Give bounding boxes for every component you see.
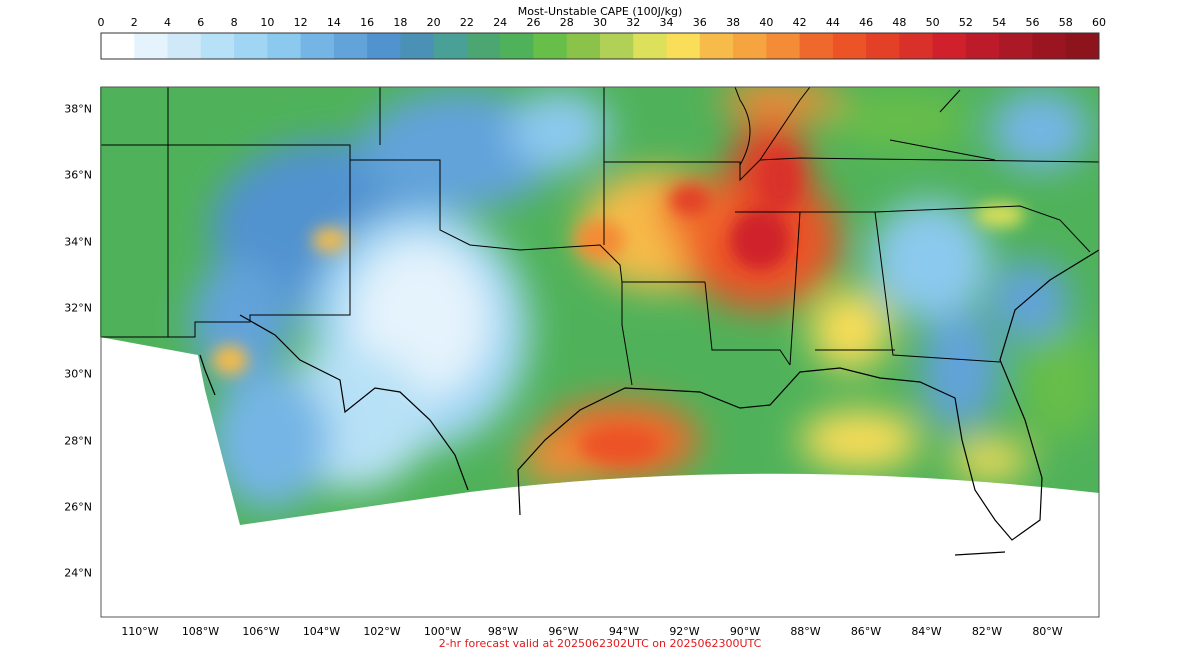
longitude-label: 88°W [790,625,821,638]
colorbar-tick-label: 46 [859,16,874,29]
colorbar-tick-label: 50 [925,16,940,29]
latitude-label: 28°N [64,434,92,447]
longitude-label: 110°W [121,625,159,638]
colorbar-bin [633,33,668,59]
colorbar-bin [1065,33,1100,59]
colorbar-bin [400,33,435,59]
colorbar-tick-label: 0 [97,16,105,29]
colorbar-bin [267,33,302,59]
latitude-label: 30°N [64,367,92,381]
colorbar-bin [932,33,967,59]
colorbar-tick-label: 8 [230,16,238,29]
colorbar-tick-label: 38 [726,16,741,29]
colorbar-bin [799,33,834,59]
longitude-label: 96°W [548,625,579,638]
colorbar-bin [1032,33,1067,59]
latitude-label: 36°N [64,168,92,182]
colorbar-bin [234,33,268,59]
colorbar-tick-label: 2 [130,16,138,29]
longitude-label: 98°W [487,625,519,638]
colorbar-tick-label: 12 [293,16,308,29]
colorbar-tick-label: 52 [958,16,973,29]
colorbar-bin [167,33,202,59]
latitude-label: 34°N [64,235,92,249]
cape-field [100,87,1099,525]
longitude-label: 84°W [911,625,942,638]
colorbar-tick-label: 20 [426,16,441,29]
colorbar-bin [899,33,934,59]
longitude-label: 100°W [423,625,462,638]
colorbar-tick-label: 10 [260,16,275,29]
longitude-label: 92°W [669,625,700,638]
state-boundaries [101,86,1100,386]
colorbar-bin [466,33,501,59]
colorbar-tick-label: 16 [360,16,375,29]
colorbar-tick-label: 26 [526,16,541,29]
colorbar-bin [333,33,368,59]
coastline [199,249,1100,556]
colorbar-tick-label: 56 [1025,16,1040,29]
colorbar-tick-label: 22 [459,16,474,29]
colorbar-bin [101,33,135,59]
latitude-label: 38°N [64,102,92,116]
longitude-label: 102°W [363,625,401,638]
latitude-label: 24°N [64,566,92,580]
longitude-label: 82°W [971,625,1003,638]
colorbar-tick-label: 44 [825,16,840,29]
colorbar-bin [367,33,401,59]
colorbar-tick-label: 58 [1058,16,1073,29]
colorbar-bin [300,33,335,59]
colorbar-frame [100,32,1100,60]
colorbar-bin [600,33,634,59]
colorbar-bin [500,33,534,59]
colorbar-tick-label: 6 [197,16,205,29]
colorbar-tick-label: 60 [1092,16,1106,29]
longitude-label: 104°W [302,625,341,638]
longitude-label: 80°W [1032,625,1063,638]
colorbar-bin [699,33,734,59]
colorbar-tick-label: 24 [493,16,508,29]
colorbar-bin [832,33,867,59]
colorbar-tick-label: 18 [393,16,408,29]
longitude-label: 108°W [181,625,220,638]
colorbar-tick-label: 54 [992,16,1007,29]
colorbar-tick-label: 28 [559,16,574,29]
colorbar-bin [733,33,767,59]
colorbar-tick-label: 48 [892,16,907,29]
colorbar-tick-label: 30 [593,16,607,29]
colorbar [101,33,1100,59]
colorbar-bin [566,33,601,59]
longitude-label: 94°W [608,625,640,638]
colorbar-tick-label: 32 [626,16,641,29]
colorbar-bin [433,33,468,59]
colorbar-tick-label: 36 [692,16,707,29]
map-frame [100,86,1100,618]
colorbar-bin [965,33,1000,59]
colorbar-tick-label: 14 [326,16,341,29]
forecast-caption: 2-hr forecast valid at 2025062302UTC on … [438,637,762,650]
colorbar-bin [666,33,701,59]
longitude-label: 86°W [850,625,882,638]
colorbar-bin [533,33,568,59]
colorbar-bin [766,33,801,59]
colorbar-tick-label: 34 [659,16,674,29]
colorbar-title: Most-Unstable CAPE (100J/kg) [517,5,683,18]
colorbar-tick-label: 42 [792,16,807,29]
colorbar-bin [200,33,235,59]
colorbar-bin [999,33,1033,59]
colorbar-bin [134,33,169,59]
longitude-label: 106°W [242,625,280,638]
latitude-label: 26°N [64,500,92,514]
latitude-label: 32°N [64,301,92,315]
colorbar-bin [866,33,900,59]
colorbar-tick-label: 4 [164,16,172,29]
longitude-label: 90°W [729,625,761,638]
colorbar-tick-label: 40 [759,16,774,29]
